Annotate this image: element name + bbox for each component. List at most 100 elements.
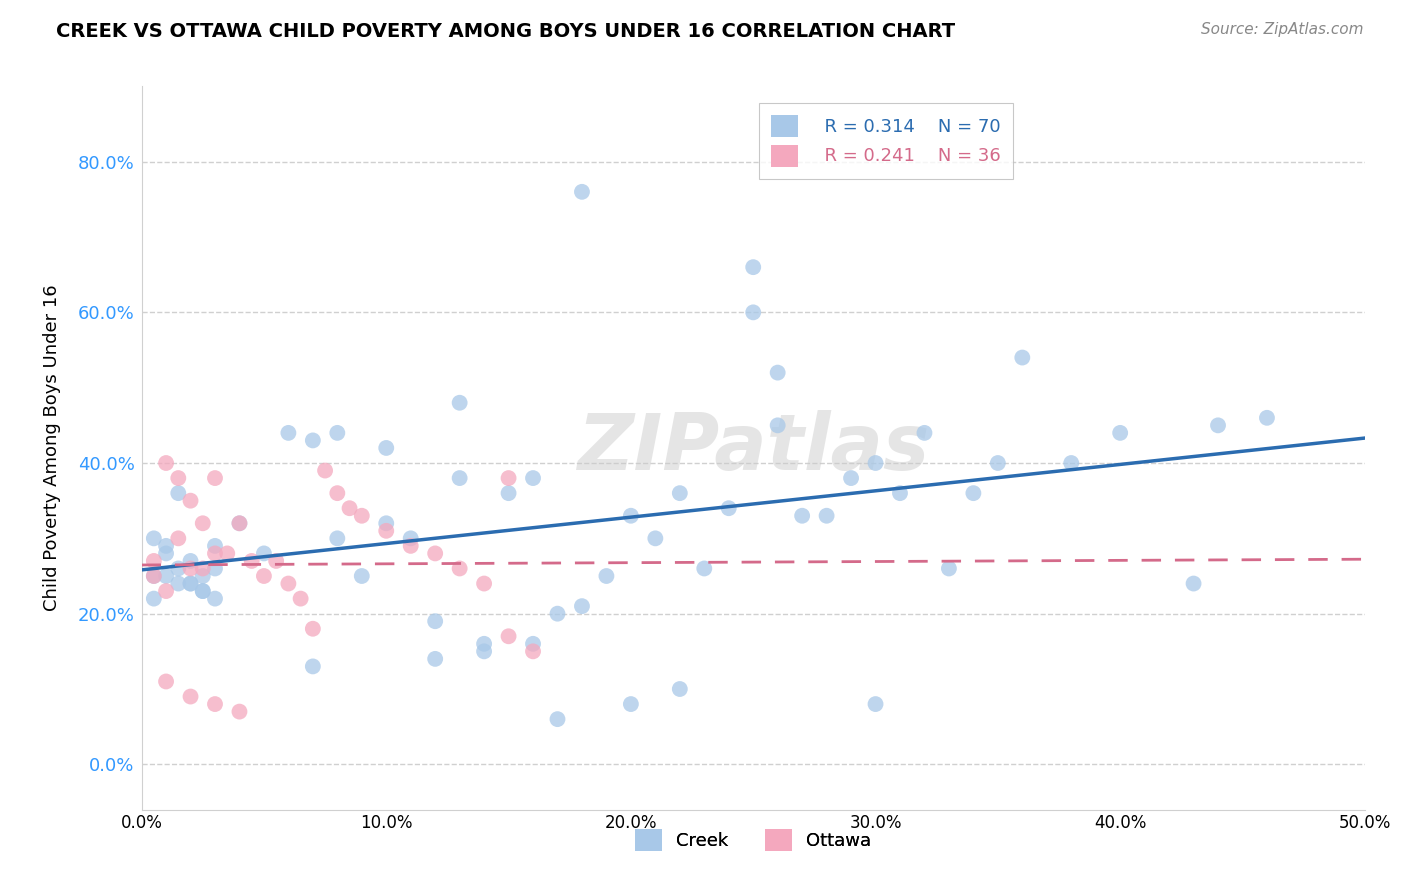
Point [742,260,765,275]
Point [644,532,666,546]
Point [425,546,447,560]
Point [180,493,202,508]
Point [1206,418,1229,433]
Point [253,569,276,583]
Point [180,561,202,575]
Point [449,396,471,410]
Point [350,569,373,583]
Point [669,486,692,500]
Point [290,591,312,606]
Point [693,561,716,575]
Point [472,576,495,591]
Point [938,561,960,575]
Point [547,712,569,726]
Point [228,516,250,531]
Point [571,599,593,614]
Point [142,554,165,568]
Point [326,425,349,440]
Point [742,305,765,319]
Point [277,576,299,591]
Point [547,607,569,621]
Point [204,471,226,485]
Point [498,471,520,485]
Point [314,464,336,478]
Point [155,539,177,553]
Text: Source: ZipAtlas.com: Source: ZipAtlas.com [1201,22,1364,37]
Point [766,418,789,433]
Point [620,697,643,711]
Point [191,561,214,575]
Point [669,681,692,696]
Point [620,508,643,523]
Point [449,561,471,575]
Point [180,690,202,704]
Point [277,425,299,440]
Point [375,441,398,455]
Point [350,508,373,523]
Point [326,486,349,500]
Point [302,622,325,636]
Point [142,569,165,583]
Point [180,576,202,591]
Point [191,569,214,583]
Y-axis label: Child Poverty Among Boys Under 16: Child Poverty Among Boys Under 16 [44,285,60,611]
Point [253,546,276,560]
Point [425,614,447,628]
Point [522,644,544,658]
Point [142,532,165,546]
Legend: Creek, Ottawa: Creek, Ottawa [627,822,879,858]
Point [240,554,263,568]
Point [204,561,226,575]
Point [889,486,911,500]
Point [339,501,361,516]
Point [766,366,789,380]
Point [1182,576,1205,591]
Point [792,508,814,523]
Point [839,471,862,485]
Point [1060,456,1083,470]
Point [155,569,177,583]
Point [472,644,495,658]
Point [571,185,593,199]
Point [522,471,544,485]
Point [399,532,422,546]
Text: ZIPatlas: ZIPatlas [576,410,929,486]
Point [142,591,165,606]
Point [962,486,984,500]
Point [204,591,226,606]
Point [425,652,447,666]
Point [155,584,177,599]
Point [167,576,190,591]
Point [180,576,202,591]
Point [228,705,250,719]
Point [228,516,250,531]
Point [717,501,740,516]
Point [155,546,177,560]
Point [1109,425,1132,440]
Point [399,539,422,553]
Point [155,456,177,470]
Point [1256,410,1278,425]
Point [167,471,190,485]
Point [375,516,398,531]
Point [472,637,495,651]
Point [987,456,1010,470]
Point [191,584,214,599]
Point [142,569,165,583]
Point [191,584,214,599]
Point [449,471,471,485]
Text: CREEK VS OTTAWA CHILD POVERTY AMONG BOYS UNDER 16 CORRELATION CHART: CREEK VS OTTAWA CHILD POVERTY AMONG BOYS… [56,22,955,41]
Point [595,569,617,583]
Point [914,425,936,440]
Point [191,516,214,531]
Point [865,697,887,711]
Point [217,546,239,560]
Point [204,539,226,553]
Point [167,561,190,575]
Point [155,674,177,689]
Point [264,554,287,568]
Point [522,637,544,651]
Point [326,532,349,546]
Point [498,486,520,500]
Point [302,659,325,673]
